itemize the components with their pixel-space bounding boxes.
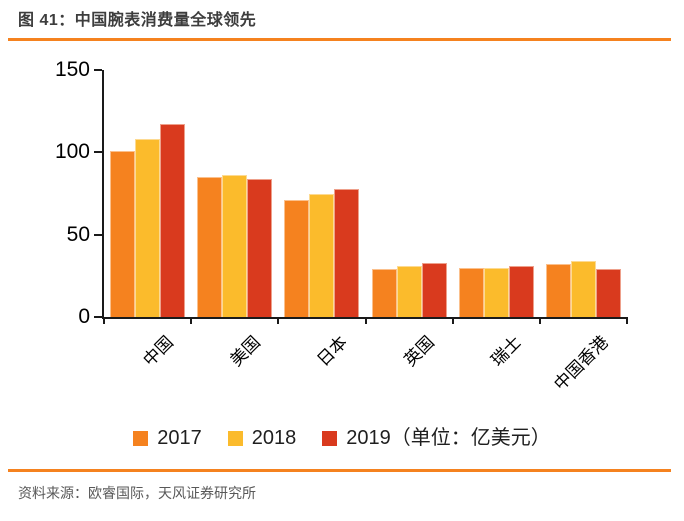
bar-日本-2017 [284,200,310,317]
y-tick-label-150: 150 [54,58,90,82]
legend-item-2017: 2017 [133,428,202,448]
plot-area: 0 50 100 150 [55,59,628,327]
chart-legend: 2017 2018 2019（单位：亿美元） [0,428,684,448]
bar-中国-2019 [160,124,186,317]
x-tick-3 [364,317,367,324]
legend-label-2018: 2018 [251,427,297,449]
bar-group-日本 [278,70,365,317]
y-tick-0 [94,316,102,318]
y-tick-100 [94,151,102,154]
bar-英国-2019 [421,262,447,317]
bar-中国香港-2019 [595,269,621,317]
x-label-瑞士: 瑞士 [487,332,526,371]
bar-英国-2017 [371,269,397,317]
legend-item-2018: 2018 [227,427,297,449]
bar-中国香港-2018 [570,261,596,317]
bar-中国-2017 [110,150,136,317]
source-note: 资料来源：欧睿国际，天风证券研究所 [18,485,256,501]
bar-中国香港-2017 [545,264,571,317]
x-label-中国: 中国 [139,332,177,371]
y-tick-label-50: 50 [66,222,90,246]
bar-瑞士-2019 [508,265,534,317]
x-label-美国: 美国 [226,332,264,371]
bar-瑞士-2018 [483,267,509,317]
top-accent-rule [8,38,671,41]
legend-swatch-2018 [227,430,243,446]
legend-swatch-2017 [133,430,149,446]
legend-swatch-2019 [322,430,338,446]
x-label-日本: 日本 [313,332,351,371]
x-tick-5 [538,317,541,324]
bar-美国-2017 [197,177,223,317]
x-tick-6 [626,317,628,324]
bar-group-中国 [104,70,191,317]
bar-group-美国 [191,70,278,317]
x-tick-1 [190,317,193,324]
y-tick-50 [94,233,102,236]
bar-日本-2019 [334,188,360,317]
bar-中国-2018 [135,139,161,317]
y-tick-label-0: 0 [78,305,90,329]
legend-label-2017: 2017 [157,427,202,449]
legend-label-2019: 2019（单位：亿美元） [346,427,551,449]
x-tick-4 [451,317,454,324]
bar-美国-2019 [247,178,273,317]
bar-groups [104,70,627,317]
bar-group-中国香港 [540,70,627,317]
legend-item-2019: 2019（单位：亿美元） [322,428,551,448]
bar-瑞士-2017 [458,267,484,317]
x-label-英国: 英国 [400,332,439,371]
figure-title: 图 41：中国腕表消费量全球领先 [18,12,257,29]
bar-美国-2018 [222,175,248,317]
bar-日本-2018 [309,193,335,317]
x-axis-labels: 中国 美国 日本 英国 瑞士 中国香港 [102,329,625,429]
x-tick-0 [103,317,105,324]
y-tick-150 [94,69,102,71]
bottom-accent-rule [8,469,671,472]
bar-英国-2018 [396,265,422,317]
x-label-中国香港: 中国香港 [550,332,613,395]
x-tick-2 [277,317,280,324]
bar-group-英国 [366,70,453,317]
bar-group-瑞士 [453,70,540,317]
y-tick-label-100: 100 [54,140,90,164]
